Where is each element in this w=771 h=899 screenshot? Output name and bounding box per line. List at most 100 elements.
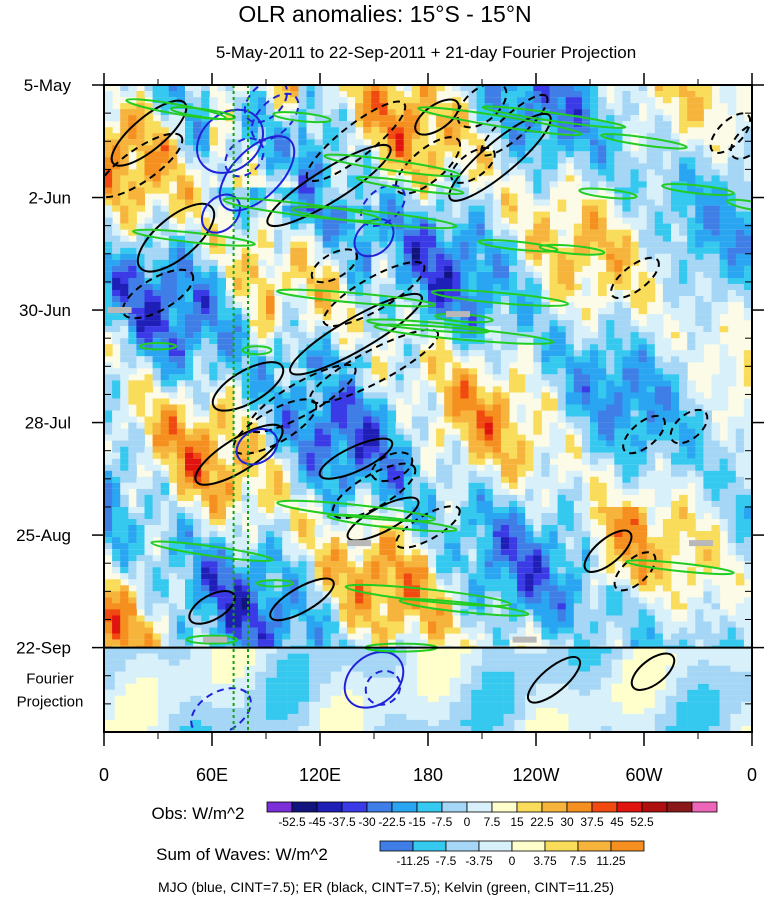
heat-cell — [614, 241, 623, 248]
heat-cell — [176, 205, 186, 212]
heat-cell — [614, 139, 623, 146]
heat-cell — [541, 181, 550, 188]
heat-cell — [533, 163, 542, 170]
heat-cell — [168, 97, 178, 104]
heat-cell — [322, 193, 332, 200]
heat-cell — [460, 428, 469, 435]
heat-cell — [549, 398, 559, 405]
heat-cell — [460, 175, 469, 182]
heat-cell — [727, 205, 737, 212]
heat-cell — [606, 386, 615, 393]
heat-cell — [581, 241, 591, 248]
heat-cell — [395, 241, 405, 248]
heat-cell — [695, 476, 704, 483]
heat-cell — [727, 374, 737, 381]
heat-cell — [387, 205, 397, 212]
heat-cell — [112, 525, 121, 532]
heat-cell — [630, 398, 640, 405]
heat-cell — [338, 211, 348, 218]
heat-cell — [249, 115, 259, 122]
heat-cell — [411, 446, 421, 453]
heat-cell — [379, 362, 388, 369]
heat-cell — [533, 368, 542, 375]
heat-cell — [128, 519, 137, 526]
heat-cell — [484, 332, 494, 339]
heat-cell — [630, 211, 640, 218]
heat-cell — [128, 175, 137, 182]
heat-cell — [703, 283, 712, 290]
heat-cell — [444, 470, 453, 477]
heat-cell — [581, 326, 591, 333]
heat-cell — [274, 97, 283, 104]
heat-cell — [638, 97, 648, 104]
heat-cell — [638, 308, 648, 315]
heat-cell — [371, 434, 380, 441]
heat-cell — [128, 332, 137, 339]
heat-cell — [654, 440, 664, 447]
heat-cell — [549, 482, 559, 489]
heat-cell — [500, 428, 510, 435]
heat-cell — [703, 211, 712, 218]
heat-cell — [460, 458, 469, 465]
heat-cell — [379, 157, 388, 164]
heat-cell — [201, 223, 210, 230]
heat-cell — [646, 235, 656, 242]
heat-cell — [476, 344, 486, 351]
heat-cell — [314, 229, 324, 236]
heat-cell — [387, 398, 397, 405]
heat-cell — [719, 302, 729, 309]
heat-cell — [314, 283, 324, 290]
heat-cell — [419, 139, 429, 146]
heat-cell — [541, 169, 550, 176]
heat-cell — [160, 296, 170, 303]
heat-cell — [193, 211, 202, 218]
heat-cell — [646, 392, 656, 399]
heat-cell — [452, 458, 461, 465]
heat-cell — [217, 344, 226, 351]
heat-cell — [160, 446, 170, 453]
heat-cell — [500, 332, 510, 339]
heat-cell — [209, 434, 218, 441]
heat-cell — [104, 507, 113, 514]
heat-cell — [428, 404, 437, 411]
heat-cell — [225, 464, 235, 471]
heat-cell — [509, 452, 518, 459]
heat-cell — [152, 91, 162, 98]
heat-cell — [266, 97, 275, 104]
heat-cell — [249, 440, 259, 447]
heat-cell — [671, 464, 680, 471]
heat-cell — [225, 175, 235, 182]
heat-cell — [719, 265, 729, 272]
heat-cell — [671, 356, 680, 363]
heat-cell — [533, 470, 542, 477]
heat-cell — [549, 290, 559, 297]
heat-cell — [743, 145, 752, 152]
heat-cell — [209, 271, 218, 278]
heat-cell — [144, 241, 154, 248]
heat-cell — [201, 314, 210, 321]
heat-cell — [606, 127, 615, 134]
heat-cell — [347, 199, 356, 206]
heat-cell — [695, 151, 704, 158]
heat-cell — [395, 332, 405, 339]
heat-cell — [185, 91, 194, 98]
heat-cell — [468, 470, 478, 477]
heat-cell — [492, 470, 502, 477]
heat-cell — [590, 127, 599, 134]
heat-cell — [282, 308, 291, 315]
heat-cell — [622, 187, 631, 194]
heat-cell — [735, 187, 745, 194]
heat-cell — [363, 326, 372, 333]
heat-cell — [104, 452, 113, 459]
heat-cell — [330, 121, 340, 128]
heat-cell — [711, 241, 721, 248]
heat-cell — [573, 115, 583, 122]
heat-cell — [403, 277, 413, 284]
heat-cell — [330, 368, 340, 375]
heat-cell — [249, 91, 259, 98]
heat-cell — [541, 458, 550, 465]
heat-cell — [500, 392, 510, 399]
heat-cell — [338, 241, 348, 248]
heat-cell — [654, 476, 664, 483]
heat-cell — [517, 169, 526, 176]
